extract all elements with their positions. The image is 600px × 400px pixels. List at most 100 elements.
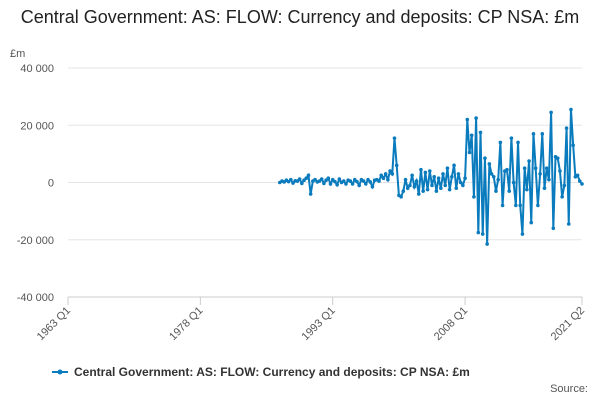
point — [461, 183, 465, 188]
point — [452, 163, 456, 168]
point — [441, 172, 445, 176]
point — [562, 183, 567, 188]
point — [555, 156, 560, 160]
point — [381, 176, 386, 181]
point — [520, 232, 525, 236]
x-tick-label: 2008 Q1 — [432, 305, 470, 343]
legend-marker — [57, 369, 63, 375]
point — [392, 136, 397, 140]
point — [549, 110, 553, 115]
point — [341, 179, 346, 183]
point — [480, 232, 485, 236]
chart-title: Central Government: AS: FLOW: Currency a… — [20, 7, 580, 27]
point — [518, 203, 523, 208]
point — [571, 143, 575, 148]
point — [361, 179, 366, 183]
y-tick-label: -40 000 — [17, 292, 54, 304]
point — [469, 133, 474, 138]
point — [447, 187, 452, 192]
point — [531, 132, 536, 136]
point — [483, 156, 487, 160]
point — [394, 163, 399, 168]
point — [472, 195, 476, 199]
point — [527, 159, 531, 163]
point — [538, 172, 542, 176]
point — [514, 203, 518, 208]
point — [416, 192, 421, 196]
point — [364, 182, 368, 186]
point — [516, 140, 520, 145]
point — [350, 182, 355, 186]
point — [386, 177, 390, 182]
point — [509, 136, 514, 140]
point — [542, 186, 547, 191]
point — [403, 177, 408, 182]
point — [421, 189, 425, 193]
point — [536, 203, 540, 208]
point — [564, 126, 569, 130]
point — [454, 186, 459, 191]
point — [500, 203, 505, 208]
point — [326, 176, 331, 181]
point — [427, 169, 432, 173]
point — [474, 116, 478, 120]
point — [498, 140, 503, 145]
point — [425, 187, 430, 192]
point — [390, 172, 395, 176]
point — [456, 172, 461, 176]
y-unit: £m — [10, 48, 25, 60]
point — [436, 176, 441, 181]
x-tick-label: 2021 Q2 — [549, 305, 587, 343]
point — [432, 174, 436, 179]
point — [485, 242, 489, 246]
point — [560, 195, 564, 199]
point — [388, 169, 392, 173]
source: Source: — [550, 383, 588, 395]
point — [445, 166, 450, 170]
point — [489, 172, 494, 176]
x-tick-label: 1978 Q1 — [167, 305, 205, 343]
point — [491, 174, 496, 179]
point — [304, 176, 309, 181]
point — [569, 107, 573, 112]
point — [328, 182, 333, 186]
point — [368, 180, 373, 184]
point — [300, 181, 304, 186]
point — [478, 130, 483, 135]
point — [450, 174, 454, 179]
y-tick-label: -20 000 — [17, 235, 54, 247]
point — [355, 179, 359, 184]
point — [322, 181, 326, 186]
point — [430, 183, 434, 188]
point — [337, 177, 342, 181]
point — [410, 173, 414, 178]
point — [580, 182, 584, 186]
point — [344, 182, 348, 186]
point — [511, 180, 516, 185]
point — [405, 186, 410, 191]
y-tick-label: 0 — [48, 178, 54, 190]
point — [551, 226, 556, 231]
y-tick-label: 40 000 — [20, 63, 54, 75]
x-tick-label: 1993 Q1 — [300, 305, 338, 343]
point — [308, 192, 313, 196]
point — [463, 176, 467, 181]
point — [476, 230, 481, 235]
point — [423, 170, 428, 175]
point — [370, 184, 375, 189]
point — [505, 167, 509, 172]
point — [377, 179, 381, 183]
point — [544, 166, 549, 170]
point — [496, 177, 500, 182]
point — [465, 117, 470, 122]
series-line — [279, 109, 583, 245]
point — [333, 179, 337, 184]
point — [575, 173, 580, 178]
point — [319, 177, 324, 181]
point — [348, 179, 353, 183]
point — [458, 180, 463, 185]
point — [443, 183, 448, 188]
point — [401, 189, 406, 193]
point — [408, 183, 412, 188]
